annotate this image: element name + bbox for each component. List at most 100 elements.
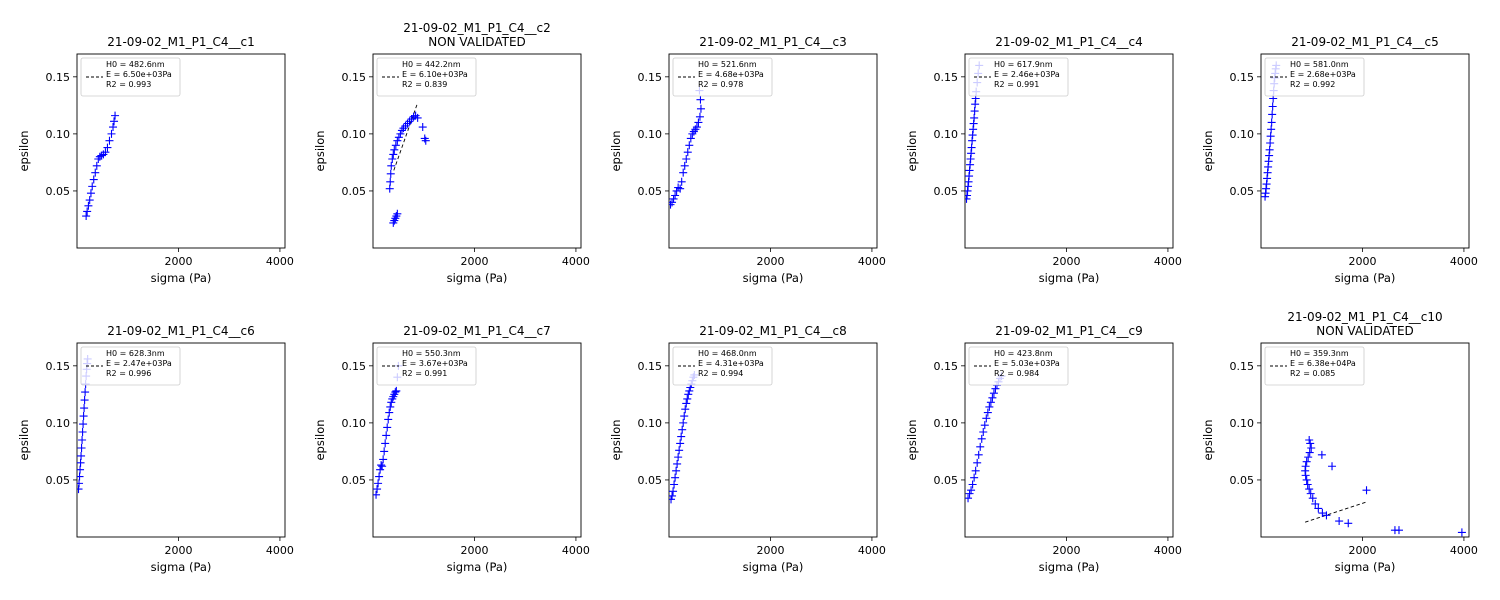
subplot-title: 21-09-02_M1_P1_C4__c10 [1287,310,1442,324]
x-tick-label: 4000 [1450,544,1478,557]
y-axis-label: epsilon [17,130,31,171]
legend-entry: H0 = 617.9nm [994,60,1053,69]
subplot-subtitle: NON VALIDATED [1316,324,1414,338]
data-point [111,111,120,120]
data-point [391,141,400,150]
y-axis-label: epsilon [313,130,327,171]
data-point [983,408,992,417]
legend-box [1264,57,1365,97]
data-point [682,399,691,408]
legend-entry: E = 4.31e+03Pa [698,359,764,368]
legend-entry: E = 6.50e+03Pa [106,70,172,79]
data-point [1344,519,1353,528]
subplot-title: 21-09-02_M1_P1_C4__c7 [403,324,551,338]
subplot-4: 21-09-02_M1_P1_C4__c4 2000 4000 0.05 0.10 0.1… [905,35,1182,285]
data-point [86,189,95,198]
data-point [84,201,93,210]
y-tick-label: 0.10 [46,128,71,141]
data-point [676,439,685,448]
legend-entry: E = 5.03e+03Pa [994,359,1060,368]
data-point [977,434,986,443]
plot-area [1301,436,1466,537]
data-point [421,136,430,145]
data-point [971,466,980,475]
data-point [671,191,680,200]
y-tick-label: 0.15 [638,71,663,84]
data-point [1302,475,1311,484]
y-tick-label: 0.15 [342,71,367,84]
data-point [970,113,979,122]
data-point [675,446,684,455]
subplot-6: 21-09-02_M1_P1_C4__c6 2000 4000 0.05 0.10 0.1… [17,324,294,574]
data-point [109,123,118,132]
y-tick-label: 0.05 [46,474,71,487]
x-tick-label: 2000 [1348,255,1376,268]
legend-box [968,57,1069,97]
y-tick-label: 0.15 [638,360,663,373]
data-point [79,420,88,429]
data-point [1311,499,1320,508]
data-point [1335,517,1344,526]
legend-entry: H0 = 521.6nm [698,60,757,69]
data-point [409,112,418,121]
data-point [979,428,988,437]
legend-entry: R2 = 0.993 [106,80,151,89]
data-point [965,489,974,498]
data-point [85,196,94,205]
data-point [1303,480,1312,489]
x-tick-label: 2000 [1052,255,1080,268]
axes-frame [668,342,878,538]
data-point [696,104,705,113]
y-tick-label: 0.15 [1230,71,1255,84]
data-point [1266,132,1275,141]
data-point [97,151,106,160]
data-point [991,384,1000,393]
legend-entry: E = 3.67e+03Pa [402,359,468,368]
data-point [391,388,400,397]
data-point [670,480,679,489]
y-tick-label: 0.15 [46,360,71,373]
x-axis-label: sigma (Pa) [1335,560,1396,574]
data-point [382,431,391,440]
data-point [677,432,686,441]
data-point [678,425,687,434]
x-tick-label: 2000 [164,255,192,268]
data-point [110,117,119,126]
axes-frame [1260,53,1470,249]
subplot-8: 21-09-02_M1_P1_C4__c8 2000 4000 0.05 0.10 0.1… [609,324,886,574]
legend-entry: H0 = 442.2nm [402,60,461,69]
legend-box [376,57,477,97]
y-tick-label: 0.10 [638,128,663,141]
data-point [985,402,994,411]
data-point [81,388,90,397]
data-point [669,194,678,203]
axes-frame [1260,342,1470,538]
y-tick-label: 0.10 [1230,128,1255,141]
plot-area [82,111,120,221]
subplot-title: 21-09-02_M1_P1_C4__c4 [995,35,1143,49]
data-point [103,143,112,152]
axes-frame [964,342,1174,538]
x-tick-label: 2000 [1052,544,1080,557]
data-point [1266,139,1275,148]
legend-entry: R2 = 0.991 [994,80,1039,89]
data-point [80,404,89,413]
data-point [672,466,681,475]
axes-frame [668,53,878,249]
legend-entry: H0 = 468.0nm [698,349,757,358]
x-tick-label: 2000 [756,544,784,557]
y-axis-label: epsilon [17,419,31,460]
data-point [377,461,386,470]
legend-entry: R2 = 0.839 [402,80,447,89]
subplot-title: 21-09-02_M1_P1_C4__c9 [995,324,1143,338]
x-axis-label: sigma (Pa) [743,560,804,574]
axes-frame [76,53,286,249]
x-tick-label: 4000 [1450,255,1478,268]
y-tick-label: 0.05 [342,474,367,487]
data-point [388,154,397,163]
subplot-title: 21-09-02_M1_P1_C4__c6 [107,324,255,338]
y-tick-label: 0.15 [46,71,71,84]
